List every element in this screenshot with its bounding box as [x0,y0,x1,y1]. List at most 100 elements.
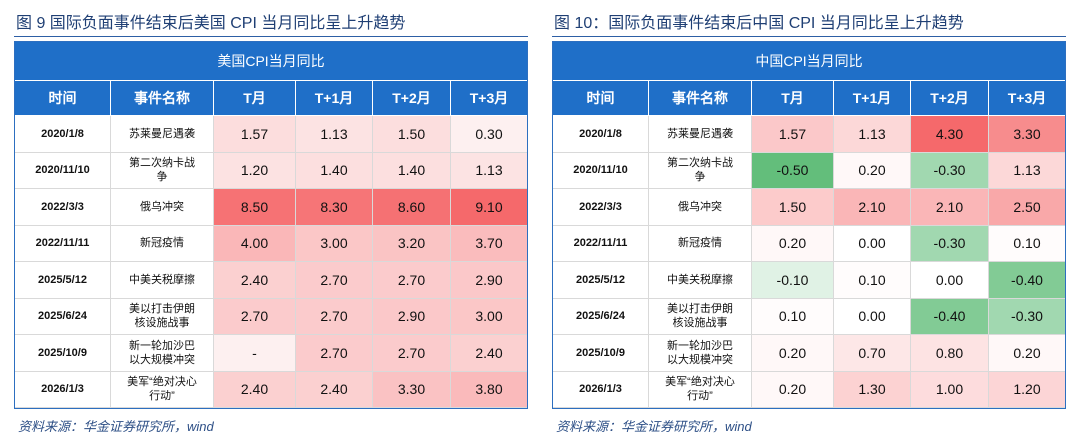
date-cell: 2026/1/3 [553,371,649,408]
data-row: 2022/11/11 新冠疫情 0.20 0.00 -0.30 0.10 [553,225,1065,262]
data-row: 2025/6/24 美以打击伊朗核设施战事 2.70 2.70 2.90 3.00 [15,298,527,335]
event-cell: 新一轮加沙巴以大规模冲突 [649,335,752,372]
value-cell: 0.20 [752,371,834,408]
date-cell: 2022/11/11 [15,225,111,262]
value-cell: 0.00 [834,225,911,262]
event-cell: 新一轮加沙巴以大规模冲突 [111,335,214,372]
value-cell: 4.30 [911,116,989,153]
date-cell: 2026/1/3 [15,371,111,408]
header-row: 时间 事件名称 T月 T+1月 T+2月 T+3月 [553,81,1065,116]
data-row: 2022/11/11 新冠疫情 4.00 3.00 3.20 3.70 [15,225,527,262]
data-row: 2022/3/3 俄乌冲突 1.50 2.10 2.10 2.50 [553,189,1065,226]
value-cell: 3.30 [373,371,451,408]
column-header: T+2月 [911,81,989,116]
event-cell: 新冠疫情 [649,225,752,262]
data-row: 2025/5/12 中美关税摩擦 -0.10 0.10 0.00 -0.40 [553,262,1065,299]
date-cell: 2025/6/24 [15,298,111,335]
date-cell: 2025/10/9 [553,335,649,372]
value-cell: 3.00 [451,298,527,335]
value-cell: 0.20 [752,335,834,372]
value-cell: 0.00 [911,262,989,299]
figure-caption: 图 10：国际负面事件结束后中国 CPI 当月同比呈上升趋势 [554,15,964,32]
value-cell: 1.40 [296,152,373,189]
value-cell: 2.40 [296,371,373,408]
data-row: 2022/3/3 俄乌冲突 8.50 8.30 8.60 9.10 [15,189,527,226]
value-cell: 2.40 [451,335,527,372]
column-header: T+3月 [989,81,1065,116]
event-cell: 苏莱曼尼遇袭 [649,116,752,153]
value-cell: 1.50 [752,189,834,226]
date-cell: 2025/6/24 [553,298,649,335]
data-row: 2026/1/3 美军“绝对决心行动” 0.20 1.30 1.00 1.20 [553,371,1065,408]
value-cell: -0.50 [752,152,834,189]
value-cell: 0.70 [834,335,911,372]
value-cell: 9.10 [451,189,527,226]
data-row: 2025/10/9 新一轮加沙巴以大规模冲突 0.20 0.70 0.80 0.20 [553,335,1065,372]
value-cell: 2.70 [373,262,451,299]
value-cell: 0.20 [752,225,834,262]
value-cell: 2.50 [989,189,1065,226]
value-cell: 0.20 [989,335,1065,372]
value-cell: 1.20 [214,152,296,189]
data-row: 2020/1/8 苏莱曼尼遇袭 1.57 1.13 1.50 0.30 [15,116,527,153]
date-cell: 2025/5/12 [15,262,111,299]
value-cell: 0.80 [911,335,989,372]
value-cell: 1.57 [752,116,834,153]
value-cell: 2.10 [911,189,989,226]
column-header: 事件名称 [111,81,214,116]
caption-rule [14,36,528,37]
date-cell: 2025/10/9 [15,335,111,372]
date-cell: 2022/3/3 [15,189,111,226]
data-row: 2020/11/10 第二次纳卡战争 -0.50 0.20 -0.30 1.13 [553,152,1065,189]
date-cell: 2020/1/8 [15,116,111,153]
caption-rule [552,36,1066,37]
event-cell: 苏莱曼尼遇袭 [111,116,214,153]
value-cell: 3.20 [373,225,451,262]
data-row: 2020/1/8 苏莱曼尼遇袭 1.57 1.13 4.30 3.30 [553,116,1065,153]
value-cell: 1.13 [451,152,527,189]
value-cell: 2.70 [296,298,373,335]
table-title: 美国CPI当月同比 [15,42,527,81]
data-row: 2026/1/3 美军“绝对决心行动” 2.40 2.40 3.30 3.80 [15,371,527,408]
value-cell: 2.40 [214,371,296,408]
column-header: 时间 [15,81,111,116]
value-cell: 3.30 [989,116,1065,153]
value-cell: 2.10 [834,189,911,226]
event-cell: 第二次纳卡战争 [649,152,752,189]
value-cell: -0.40 [989,262,1065,299]
value-cell: 0.10 [989,225,1065,262]
event-cell: 第二次纳卡战争 [111,152,214,189]
value-cell: 0.10 [752,298,834,335]
value-cell: 8.50 [214,189,296,226]
column-header: T月 [214,81,296,116]
value-cell: 2.70 [296,262,373,299]
event-cell: 新冠疫情 [111,225,214,262]
value-cell: 1.20 [989,371,1065,408]
event-cell: 美以打击伊朗核设施战事 [649,298,752,335]
data-row: 2020/11/10 第二次纳卡战争 1.20 1.40 1.40 1.13 [15,152,527,189]
value-cell: 3.70 [451,225,527,262]
header-row: 时间 事件名称 T月 T+1月 T+2月 T+3月 [15,81,527,116]
column-header: T+3月 [451,81,527,116]
data-row: 2025/5/12 中美关税摩擦 2.40 2.70 2.70 2.90 [15,262,527,299]
value-cell: 1.30 [834,371,911,408]
value-cell: 1.13 [989,152,1065,189]
column-header: T+1月 [296,81,373,116]
value-cell: 2.70 [214,298,296,335]
date-cell: 2025/5/12 [553,262,649,299]
data-row: 2025/10/9 新一轮加沙巴以大规模冲突 -2.70 2.70 2.40 [15,335,527,372]
column-header: T+2月 [373,81,451,116]
source-note: 资料来源：华金证券研究所，wind [556,419,752,434]
column-header: T+1月 [834,81,911,116]
table: 中国CPI当月同比 时间 事件名称 T月 T+1月 T+2月 T+3月 2020/1/8 苏莱曼… [552,41,1066,409]
value-cell: 3.00 [296,225,373,262]
date-cell: 2022/11/11 [553,225,649,262]
column-header: 时间 [553,81,649,116]
event-cell: 美军“绝对决心行动” [111,371,214,408]
value-cell: 1.50 [373,116,451,153]
value-cell: 0.20 [834,152,911,189]
event-cell: 俄乌冲突 [649,189,752,226]
event-cell: 中美关税摩擦 [111,262,214,299]
data-row: 2025/6/24 美以打击伊朗核设施战事 0.10 0.00 -0.40 -0.30 [553,298,1065,335]
value-cell: - [214,335,296,372]
